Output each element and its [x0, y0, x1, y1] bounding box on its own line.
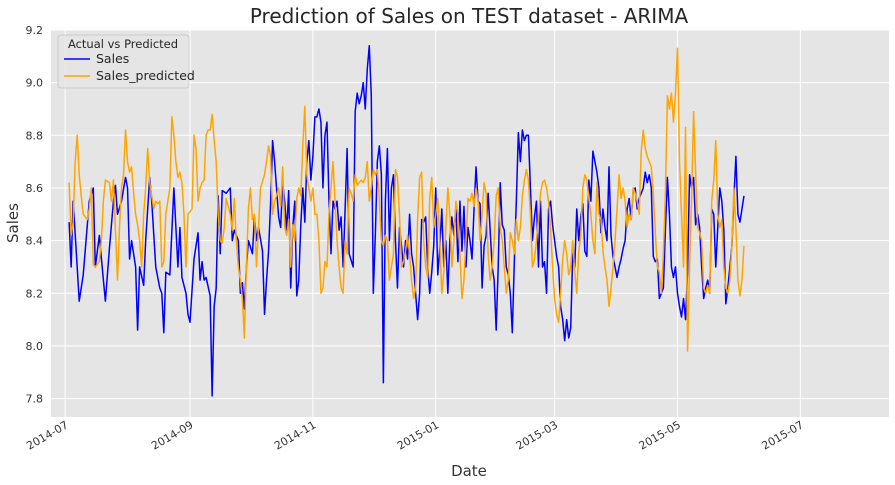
series-layer: [68, 45, 745, 397]
y-tick-label: 8.4: [26, 235, 44, 248]
legend-label-sales: Sales: [96, 51, 129, 66]
y-tick-label: 8.6: [26, 182, 44, 195]
legend-title: Actual vs Predicted: [68, 37, 178, 51]
y-tick-label: 7.8: [26, 393, 44, 406]
plot-area: [51, 30, 889, 417]
y-tick-label: 8.0: [26, 340, 44, 353]
y-tick-label: 8.8: [26, 129, 44, 142]
y-tick-label: 9.2: [26, 24, 44, 37]
y-axis-label: Sales: [4, 203, 22, 243]
y-axis: 7.8 8.0 8.2 8.4 8.6 8.8 9.0 9.2: [26, 24, 44, 406]
series-line-sales-predicted: [68, 47, 745, 352]
legend: Actual vs Predicted Sales Sales_predicte…: [57, 34, 195, 89]
legend-box: [57, 34, 190, 89]
legend-label-sales-predicted: Sales_predicted: [96, 68, 195, 83]
grid: [51, 29, 889, 417]
x-axis-label: Date: [451, 462, 487, 480]
chart-title: Prediction of Sales on TEST dataset - AR…: [250, 4, 689, 28]
y-tick-label: 8.2: [26, 287, 44, 300]
y-tick-label: 9.0: [26, 77, 44, 90]
